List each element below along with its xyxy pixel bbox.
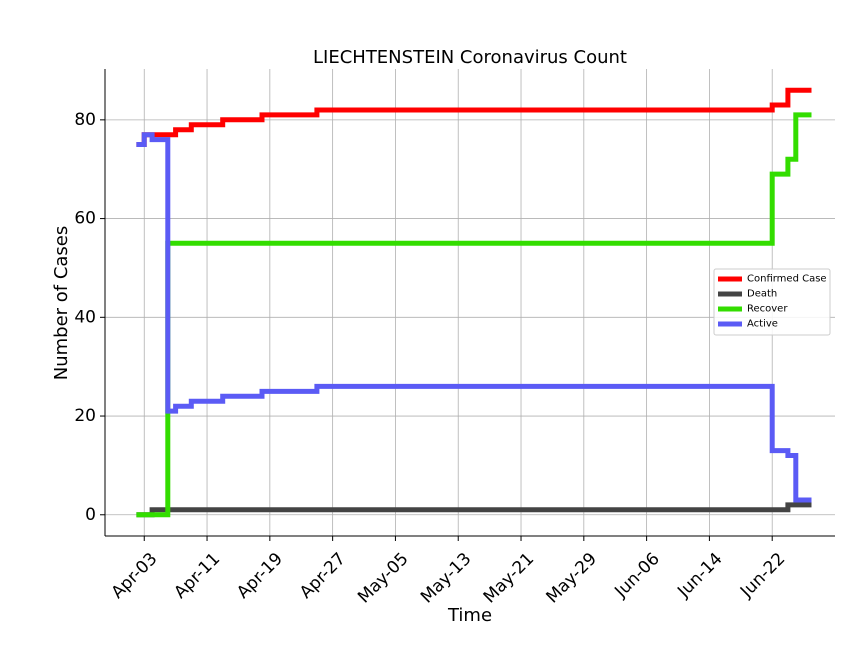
x-tick-label: May-05 <box>354 549 412 607</box>
legend-label: Active <box>747 319 778 330</box>
y-tick-label: 40 <box>74 307 96 327</box>
legend-box <box>713 268 831 336</box>
grid <box>105 69 835 536</box>
legend-label: Confirmed Case <box>747 274 827 285</box>
series-line-death <box>136 502 812 518</box>
x-tick-label: Apr-27 <box>296 549 350 603</box>
x-tick-label: May-21 <box>480 549 538 607</box>
x-tick-label: Apr-19 <box>233 549 287 603</box>
y-tick-label: 60 <box>74 209 96 229</box>
series-line-active <box>136 132 812 503</box>
chart-title: LIECHTENSTEIN Coronavirus Count <box>313 47 627 68</box>
axes: Apr-03 Apr-11 Apr-19 Apr-27 May-05 May-13 May-… <box>74 69 835 607</box>
x-tick-label: Jun-22 <box>736 549 789 602</box>
y-tick-label: 0 <box>85 505 96 525</box>
x-tick-label: Apr-11 <box>170 549 224 603</box>
legend: Confirmed Case Death Recover Active <box>713 268 831 336</box>
legend-label: Death <box>747 289 777 300</box>
series-lines <box>136 87 812 518</box>
series-line-confirmed-case <box>136 87 812 147</box>
x-tick-label: May-13 <box>417 549 475 607</box>
legend-label: Recover <box>747 304 788 315</box>
x-tick-label: May-29 <box>543 549 601 607</box>
y-tick-label: 20 <box>74 406 96 426</box>
x-tick-label: Jun-14 <box>673 549 726 602</box>
x-tick-label: Jun-06 <box>610 549 663 602</box>
x-axis-label: Time <box>447 605 492 626</box>
series-line-recover <box>136 112 812 518</box>
y-tick-label: 80 <box>74 110 96 130</box>
y-axis-label: Number of Cases <box>51 226 72 381</box>
x-tick-label: Apr-03 <box>108 549 162 603</box>
